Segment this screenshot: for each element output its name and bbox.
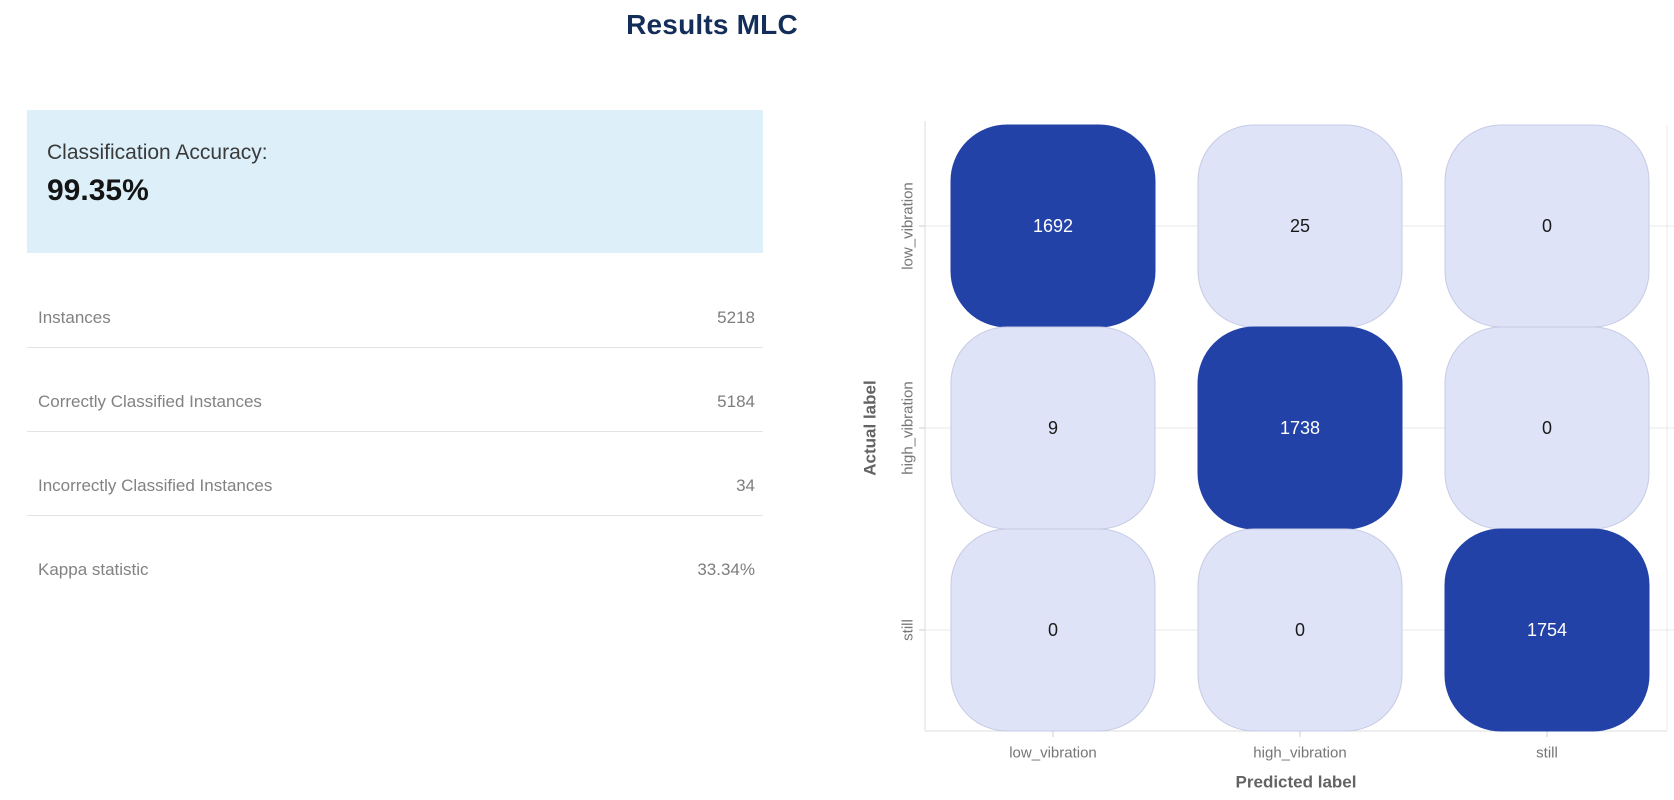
stat-label: Kappa statistic (38, 560, 149, 579)
y-category-label: high_vibration (900, 381, 917, 474)
matrix-cell-value: 9 (1048, 418, 1058, 438)
stat-value: 5184 (717, 391, 755, 411)
stat-row: Kappa statistic 33.34% (27, 516, 763, 600)
x-category-label: low_vibration (1009, 745, 1097, 762)
accuracy-value: 99.35% (47, 174, 149, 208)
matrix-cell-value: 1738 (1280, 418, 1320, 438)
x-category-label: still (1536, 745, 1558, 762)
matrix-cell[interactable] (1444, 528, 1650, 732)
matrix-cell[interactable] (1197, 528, 1403, 732)
matrix-cell-value: 25 (1290, 216, 1310, 236)
y-category-label: still (900, 619, 917, 641)
matrix-cell-value: 0 (1048, 620, 1058, 640)
accuracy-card: Classification Accuracy: 99.35% (27, 110, 763, 253)
stat-row: Instances 5218 (27, 264, 763, 348)
stat-label: Correctly Classified Instances (38, 391, 262, 411)
matrix-cell-value: 0 (1542, 216, 1552, 236)
matrix-cell-value: 1754 (1527, 620, 1567, 640)
matrix-cell[interactable] (950, 528, 1156, 732)
stat-row: Correctly Classified Instances 5184 (27, 348, 763, 432)
stat-row: Incorrectly Classified Instances 34 (27, 432, 763, 516)
stat-value: 5218 (717, 307, 755, 327)
stat-label: Incorrectly Classified Instances (38, 475, 273, 495)
matrix-cell-value: 1692 (1033, 216, 1073, 236)
x-category-label: high_vibration (1253, 745, 1346, 762)
page-title: Results MLC (626, 9, 798, 40)
stats-list: Instances 5218 Correctly Classified Instan… (27, 264, 763, 600)
stat-value: 34 (736, 475, 755, 495)
results-panel: Classification Accuracy: 99.35% Instance… (27, 110, 763, 600)
stat-label: Instances (38, 307, 111, 327)
y-category-label: low_vibration (900, 182, 917, 270)
x-axis-title: Predicted label (1236, 773, 1357, 792)
stat-value: 33.34% (697, 560, 755, 579)
accuracy-label: Classification Accuracy: (47, 141, 268, 164)
matrix-cell-value: 0 (1295, 620, 1305, 640)
y-axis-title: Actual label (861, 380, 880, 475)
matrix-cell-value: 0 (1542, 418, 1552, 438)
